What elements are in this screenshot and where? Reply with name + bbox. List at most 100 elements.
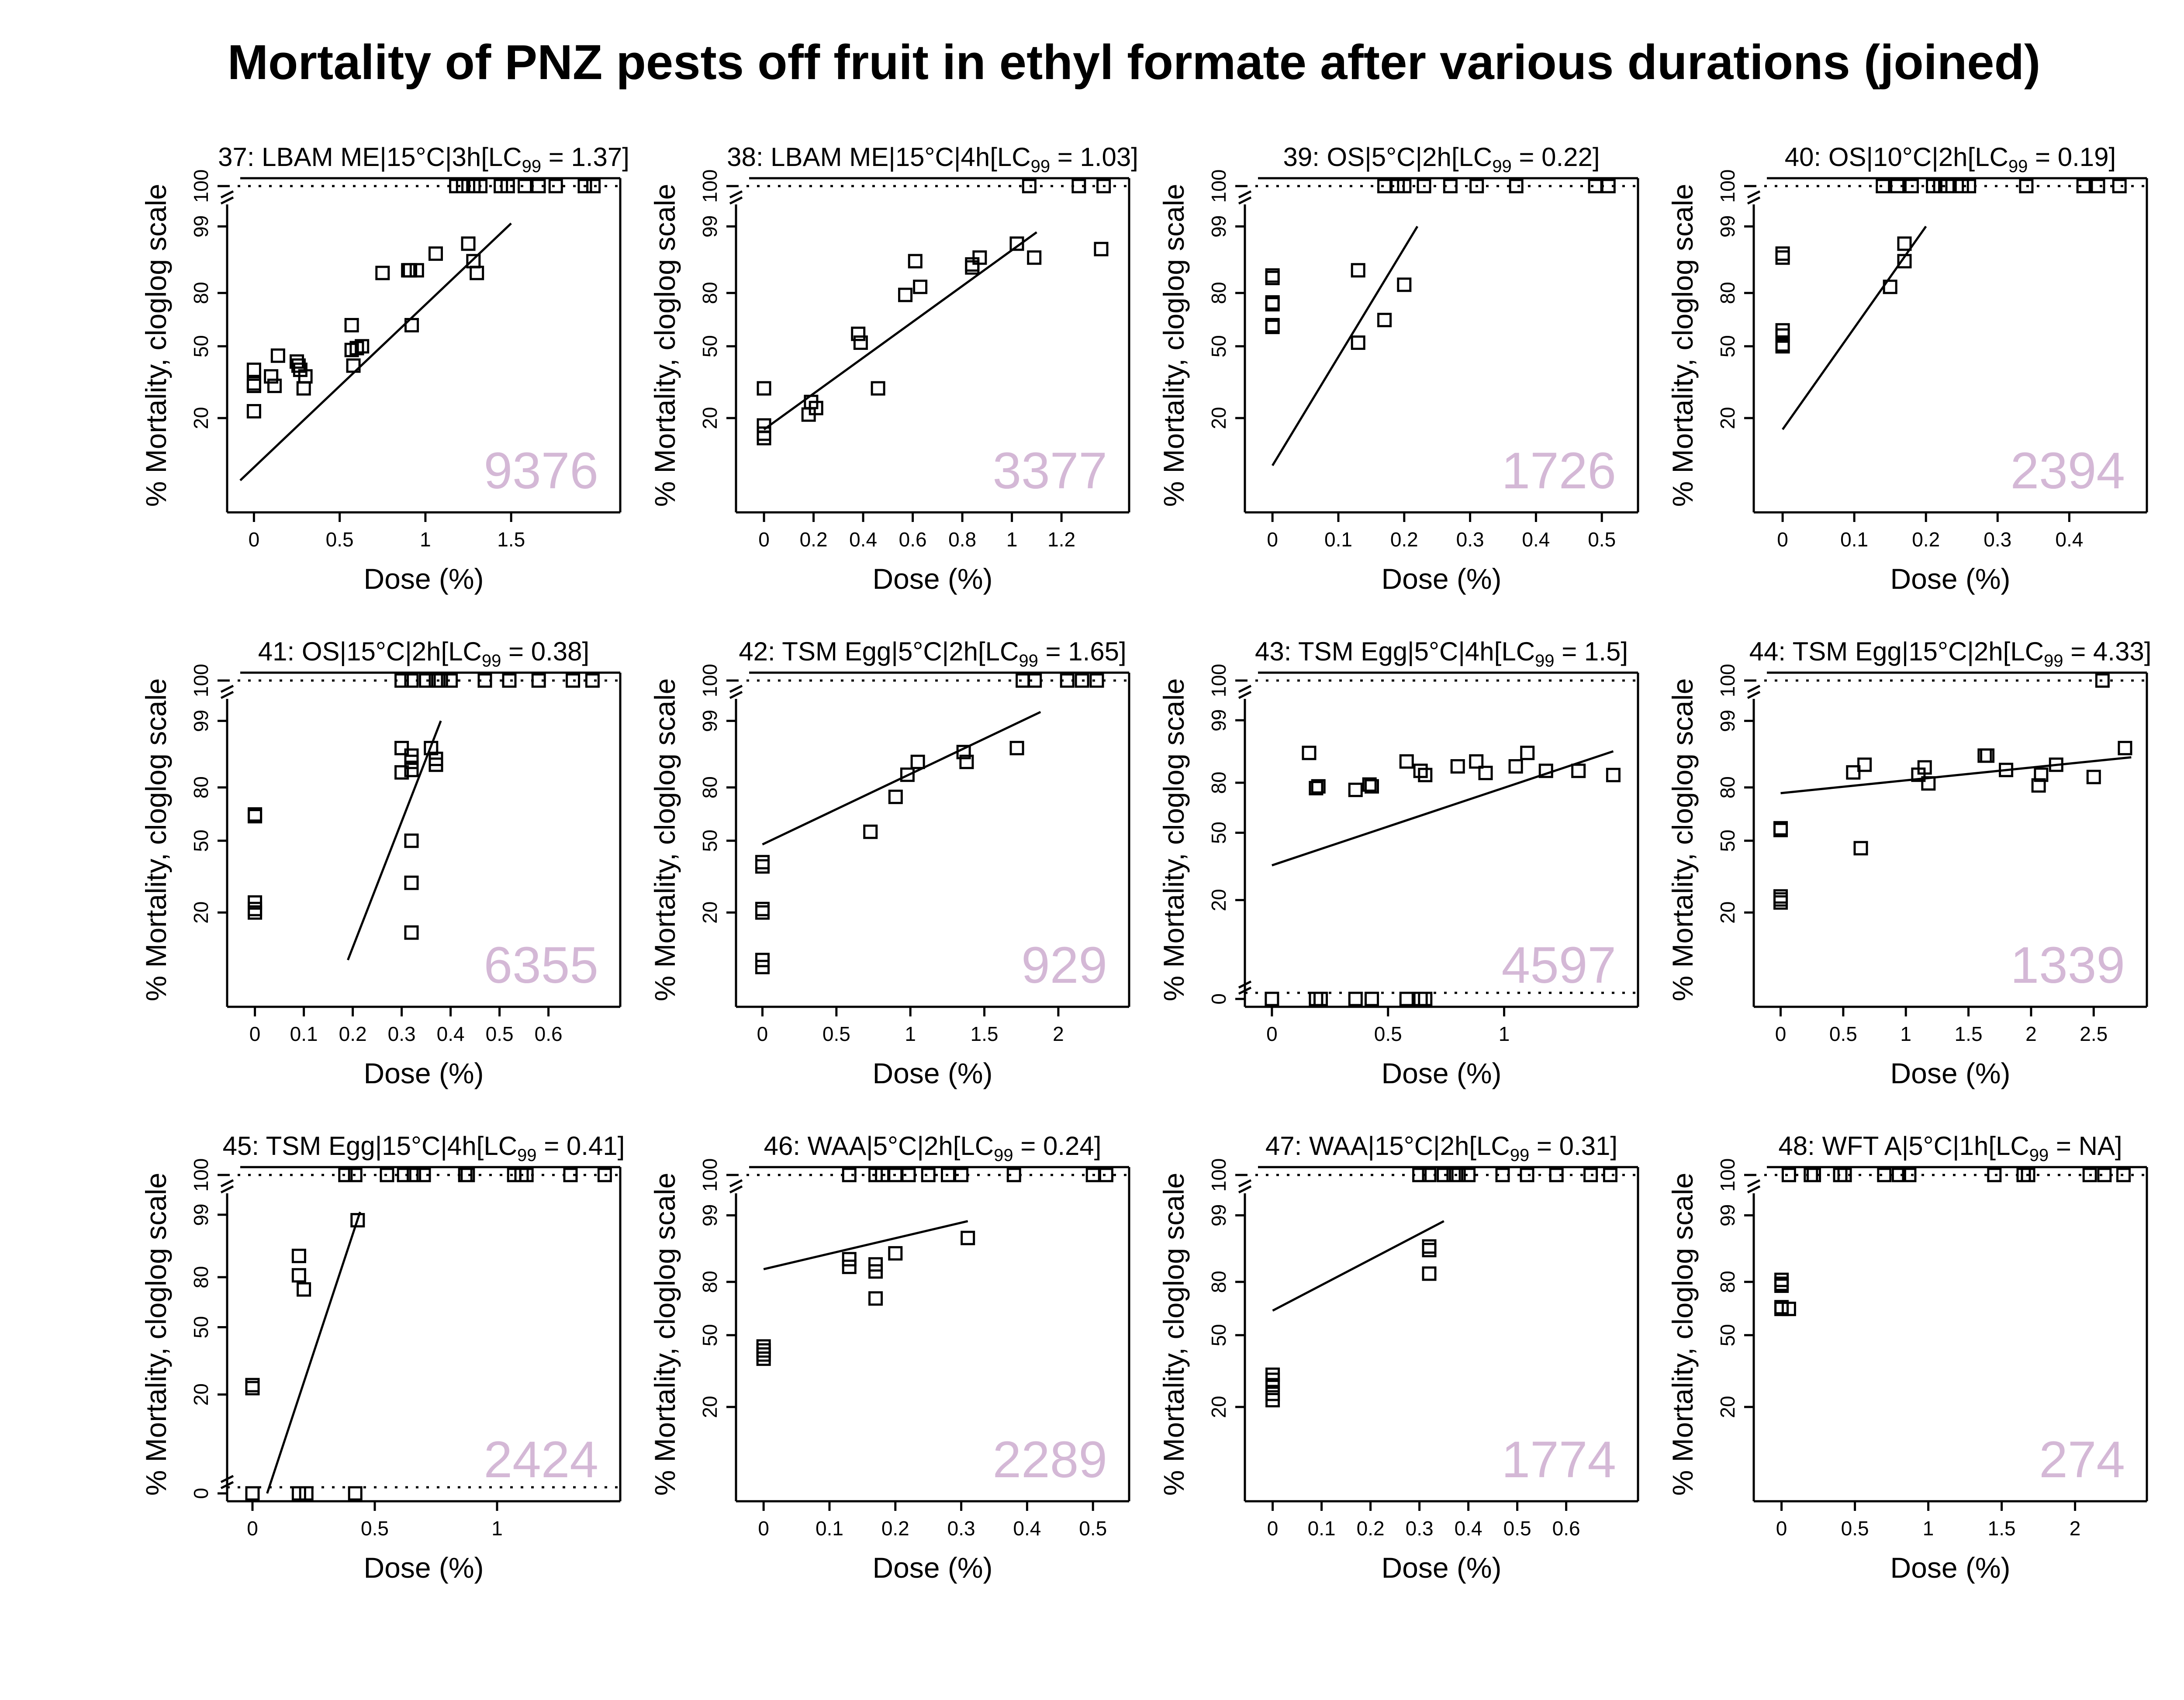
data-point [1775, 328, 1790, 343]
y-tick-label: 20 [190, 901, 212, 923]
panel-title: 38: LBAM ME|15°C|4h[LC99 = 1.03] [727, 142, 1138, 176]
data-point [1265, 270, 1280, 285]
y-tick-label: 50 [1207, 335, 1230, 357]
data-point [757, 381, 771, 396]
data-point [1846, 765, 1861, 780]
y-tick-label: 99 [1207, 215, 1230, 238]
data-point [404, 754, 419, 769]
data-point-100pct [397, 1168, 411, 1182]
x-tick-label: 0 [249, 528, 260, 551]
data-point [910, 754, 925, 769]
y-tick-label: 99 [1716, 1204, 1739, 1227]
x-tick-label: 0.4 [1455, 1517, 1482, 1540]
fit-line [1272, 750, 1614, 867]
data-point-100pct [2082, 1168, 2097, 1182]
x-tick-label: 0.4 [1013, 1517, 1041, 1540]
data-point [755, 905, 770, 920]
x-tick-label: 1.5 [1988, 1517, 2016, 1540]
x-tick-label: 0.3 [1456, 528, 1484, 551]
y-axis-label: % Mortality, cloglog scale [1158, 1173, 1190, 1496]
data-point [297, 1282, 311, 1297]
y-tick-label: 100 [190, 664, 212, 698]
x-tick-label: 0.8 [948, 528, 976, 551]
data-point [245, 1378, 260, 1392]
data-point [1422, 1243, 1437, 1258]
x-tick-label: 0 [758, 1517, 769, 1540]
y-tick-label: 100 [1716, 664, 1739, 698]
x-tick-label: 0.2 [1390, 528, 1418, 551]
axis-break-mark [1238, 980, 1252, 989]
data-point-100pct [394, 673, 409, 688]
data-point [1775, 250, 1790, 265]
sample-count: 1726 [1501, 442, 1616, 500]
data-point [246, 363, 261, 377]
data-point [1538, 764, 1553, 778]
data-point [1265, 319, 1280, 334]
data-point [965, 260, 980, 275]
data-point [757, 431, 771, 446]
x-tick-label: 1.5 [1955, 1023, 1983, 1045]
data-point [2034, 767, 2049, 782]
data-point-100pct [901, 1168, 916, 1182]
data-point [1508, 759, 1523, 774]
data-point [1897, 236, 1912, 251]
x-tick-label: 0 [1266, 1023, 1278, 1045]
y-tick-label: 99 [190, 710, 212, 732]
data-point-100pct [954, 1168, 969, 1182]
fit-line [239, 222, 512, 481]
sample-count: 9376 [484, 442, 598, 500]
axis-break-mark [1238, 691, 1252, 699]
data-point [270, 348, 285, 363]
panel-title: 46: WAA|5°C|2h[LC99 = 0.24] [764, 1131, 1102, 1165]
x-tick-label: 0.1 [1840, 528, 1868, 551]
y-axis-label: % Mortality, cloglog scale [1666, 184, 1699, 507]
y-tick-label: 80 [1716, 1271, 1739, 1293]
data-point [1773, 822, 1788, 837]
panel-40: 40: OS|10°C|2h[LC99 = 0.19] 20 50 80 99 100 % … [1666, 142, 2148, 595]
y-axis-label: % Mortality, cloglog scale [649, 1173, 681, 1496]
x-tick-label: 1 [1499, 1023, 1510, 1045]
y-axis-label: % Mortality, cloglog scale [1666, 1173, 1699, 1496]
data-point-100pct [1377, 179, 1392, 193]
x-tick-label: 0.4 [2055, 528, 2083, 551]
data-point [1397, 277, 1412, 292]
x-tick-label: 0 [1776, 1517, 1787, 1540]
y-tick-label: 50 [190, 829, 212, 852]
data-point [350, 1213, 365, 1228]
data-point [755, 859, 770, 874]
data-point-100pct [419, 673, 434, 688]
data-point [404, 925, 419, 940]
axis-break-mark [220, 1179, 234, 1188]
data-point [900, 767, 915, 782]
axis-break-mark [220, 196, 234, 205]
data-point-100pct [1417, 179, 1431, 193]
y-tick-label: 80 [190, 1266, 212, 1288]
panel-title: 40: OS|10°C|2h[LC99 = 0.19] [1785, 142, 2116, 176]
y-tick-label: 99 [698, 1204, 721, 1227]
y-tick-label: 99 [1207, 1204, 1230, 1227]
data-point-100pct [1451, 1168, 1466, 1182]
y-tick-label: 50 [698, 335, 721, 357]
y-axis-label: % Mortality, cloglog scale [1158, 678, 1190, 1002]
x-axis-label: Dose (%) [363, 1551, 484, 1584]
x-tick-label: 1 [491, 1517, 503, 1540]
x-tick-label: 0.2 [800, 528, 828, 551]
data-point-100pct [1060, 673, 1075, 688]
data-point-0pct [1418, 992, 1433, 1006]
x-tick-label: 0 [249, 1023, 261, 1045]
y-tick-label: 20 [698, 407, 721, 429]
y-tick-label: 100 [698, 664, 721, 698]
x-tick-label: 2 [1053, 1023, 1064, 1045]
fit-line [763, 1220, 968, 1271]
data-point-100pct [586, 179, 601, 193]
data-point-100pct [1549, 1168, 1564, 1182]
data-point-100pct [577, 179, 592, 193]
x-tick-label: 0.5 [361, 1517, 389, 1540]
data-point-100pct [1891, 1168, 1906, 1182]
data-point [1606, 767, 1621, 782]
data-point [404, 318, 419, 332]
data-point-0pct [1309, 992, 1324, 1006]
axis-break-mark [729, 196, 743, 205]
x-tick-label: 1 [420, 528, 431, 551]
y-tick-label: 100 [1207, 169, 1230, 203]
